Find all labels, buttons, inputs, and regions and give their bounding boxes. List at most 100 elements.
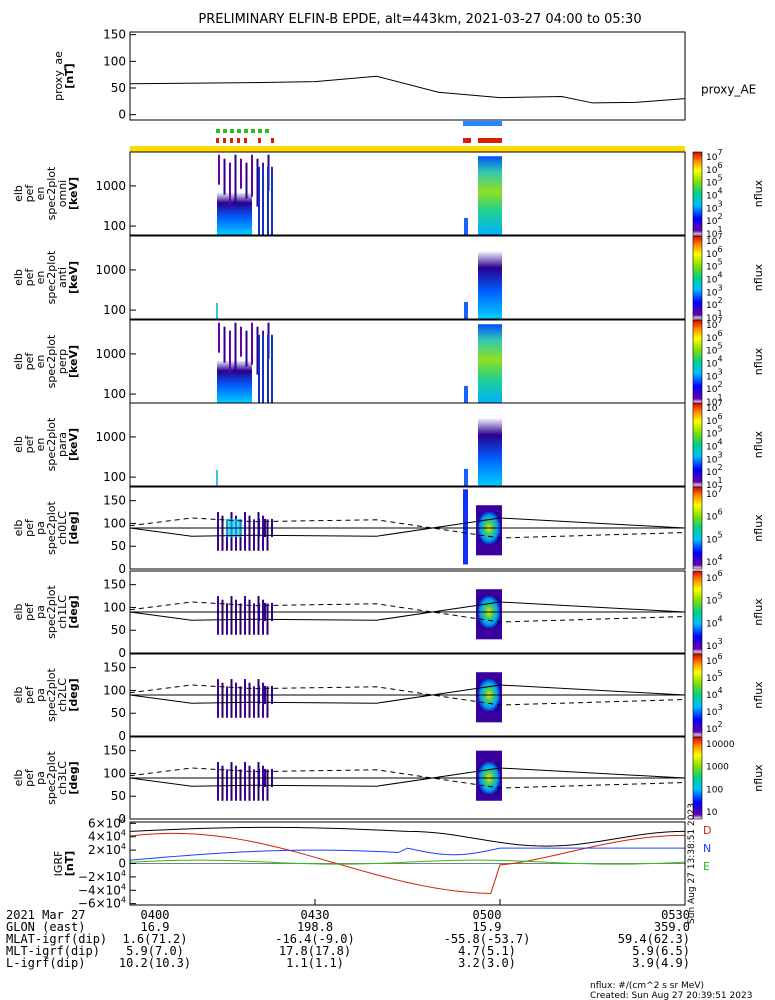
flag-blue-bar — [463, 121, 502, 126]
igrf-ytick-label: −4×104 — [78, 882, 126, 897]
omni-colorbar-tick: 107 — [706, 148, 723, 163]
igrf-panel: IGRF[nT]6×1044×1042×1040−2×104−4×104−6×1… — [52, 803, 711, 924]
ch3lc-ylabel-0: elb — [12, 770, 25, 787]
ch3lc-colorbar-label: nflux — [752, 764, 765, 792]
anti-ylabel-2: en — [34, 271, 47, 285]
anti-ylabel-5: [keV] — [67, 261, 80, 294]
igrf-d-line — [129, 832, 686, 895]
ch3lc-ylabel-3: spec2plot — [45, 751, 58, 805]
ch0lc-colorbar-tick: 105 — [706, 530, 723, 545]
footer-units: nflux: #/(cm^2 s sr MeV) — [590, 981, 704, 991]
ch3lc-burst-streak — [226, 769, 228, 801]
ch3lc-ytick-label: 0 — [118, 812, 126, 826]
perp-burst-streak — [245, 330, 248, 367]
anti-ylabel-3: spec2plot — [45, 250, 58, 304]
omni-burst-streak — [223, 158, 226, 195]
omni-burst-3 — [464, 217, 468, 235]
perp-burst-streak — [271, 334, 273, 403]
ephem-row-label: MLAT-igrf(dip) — [6, 932, 107, 946]
omni-burst-streak — [229, 162, 231, 205]
ephem-row-value: 4.7(5.1) — [458, 944, 516, 958]
ch1lc-ylabel-5: [deg] — [67, 595, 80, 628]
ephem-row-value: 1.6(71.2) — [122, 932, 187, 946]
proxy-ae-frame — [129, 31, 686, 121]
ephem-row-value: 3.9(4.9) — [632, 956, 690, 970]
para-colorbar-tick: 102 — [706, 463, 723, 478]
ch0lc-ytick-label: 0 — [118, 562, 126, 576]
ephem-row-value: 16.9 — [141, 920, 170, 934]
igrf-legend-d: D — [703, 824, 711, 837]
omni-frame — [129, 151, 686, 236]
para-ylabel-1: pef — [23, 435, 36, 454]
ch2lc-colorbar-tick: 105 — [706, 669, 723, 684]
ch0lc-colorbar-label: nflux — [752, 514, 765, 542]
figure-title: PRELIMINARY ELFIN-B EPDE, alt=443km, 202… — [198, 12, 641, 27]
igrf-ylabel-1: [nT] — [63, 851, 76, 876]
proxy-ae-ytick-label: 150 — [103, 28, 126, 42]
ch3lc-colorbar-tick: 10 — [706, 808, 718, 818]
ch0lc-colorbar-tick: 106 — [706, 508, 723, 523]
para-colorbar-tick: 107 — [706, 399, 723, 414]
ch2lc-burst-streak — [248, 682, 251, 718]
ch1lc-ylabel-0: elb — [12, 604, 25, 621]
ch3lc-ylabel-2: pa — [34, 771, 47, 785]
ch0lc-ylabel-3: spec2plot — [45, 501, 58, 555]
proxy-ae-panel: proxy_ae[nT] 150 100 50 0 proxy_AE — [52, 28, 756, 122]
perp-colorbar-tick: 107 — [706, 316, 723, 331]
flag-green-dot — [237, 129, 241, 133]
ch3lc-frame — [129, 736, 686, 820]
omni-ylabel-1: pef — [23, 184, 36, 203]
igrf-ytick-label: −2×104 — [78, 869, 126, 884]
anti-ylabel-0: elb — [12, 269, 25, 286]
proxy-ae-ytick-label: 0 — [118, 108, 126, 122]
perp-colorbar-label: nflux — [752, 347, 765, 375]
ch0lc-burst-streak — [217, 512, 219, 551]
anti-burst-1 — [216, 303, 218, 319]
para-burst-3 — [464, 468, 468, 486]
proxy-ae-ylabel-0: proxy_ae — [52, 51, 65, 101]
ephem-row-value: 5.9(7.0) — [126, 944, 184, 958]
omni-burst-2 — [478, 156, 502, 235]
perp-burst-streak — [256, 326, 259, 375]
ch3lc-colorbar-tick: 100 — [706, 785, 723, 795]
ch0lc-ytick-label: 50 — [111, 539, 126, 553]
ch2lc-burst-streak — [244, 679, 246, 718]
ch3lc-ylabel-5: [deg] — [67, 761, 80, 794]
ephem-row-value: 0430 — [301, 908, 330, 922]
perp-burst-2 — [478, 324, 502, 403]
ch0lc-burst-streak — [244, 512, 246, 551]
igrf-ytick-label: 0 — [118, 857, 126, 871]
para-colorbar-tick: 101 — [706, 476, 723, 491]
ephem-row-value: 5.9(6.5) — [632, 944, 690, 958]
para-colorbar-tick: 105 — [706, 425, 723, 440]
omni-burst-streak — [218, 154, 220, 185]
flag-yellow-bar — [130, 146, 685, 152]
ch0lc-ytick-label: 100 — [103, 516, 126, 530]
anti-burst-2 — [478, 250, 502, 319]
perp-colorbar — [692, 319, 703, 404]
ch3lc-ytick-label: 150 — [103, 744, 126, 758]
ephem-row-label: MLT-igrf(dip) — [6, 944, 100, 958]
ch1lc-burst-streak — [226, 603, 228, 635]
ch1lc-colorbar-tick: 106 — [706, 569, 723, 584]
perp-ylabel-3: spec2plot — [45, 334, 58, 388]
ch0lc-burst-streak — [221, 515, 224, 551]
ephem-row-value: -16.4(-9.0) — [275, 932, 354, 946]
ch0lc-ylabel-5: [deg] — [67, 511, 80, 544]
ch2lc-burst-streak — [230, 679, 233, 718]
igrf-legend-e: E — [703, 860, 710, 873]
proxy-ae-line — [129, 75, 686, 104]
perp-burst-streak — [240, 326, 242, 357]
ch0lc-burst-streak — [248, 515, 251, 551]
para-ylabel-3: spec2plot — [45, 417, 58, 471]
ch1lc-burst-streak — [244, 596, 246, 635]
anti-ylabel-1: pef — [23, 268, 36, 287]
ch2lc-burst-streak — [221, 682, 224, 718]
ch3lc-ylabel-1: pef — [23, 768, 36, 787]
ch3lc-ytick-label: 100 — [103, 766, 126, 780]
anti-colorbar-tick: 101 — [706, 309, 723, 324]
ephem-row-value: 17.8(17.8) — [279, 944, 351, 958]
ch3lc-burst-streak — [262, 765, 264, 801]
